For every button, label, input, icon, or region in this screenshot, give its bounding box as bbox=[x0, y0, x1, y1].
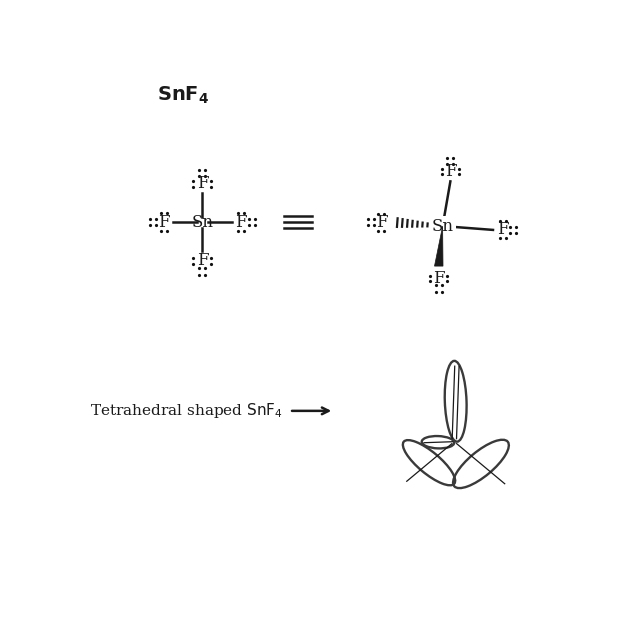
Text: F: F bbox=[158, 213, 169, 231]
Text: F: F bbox=[497, 221, 509, 238]
Text: Tetrahedral shaped $\mathrm{SnF_4}$: Tetrahedral shaped $\mathrm{SnF_4}$ bbox=[90, 401, 283, 420]
Text: F: F bbox=[445, 163, 456, 180]
Text: F: F bbox=[433, 270, 445, 287]
Text: F: F bbox=[196, 252, 208, 269]
Text: F: F bbox=[196, 175, 208, 192]
Polygon shape bbox=[435, 226, 443, 266]
Text: Sn: Sn bbox=[431, 217, 453, 235]
Text: Sn: Sn bbox=[191, 213, 213, 231]
Text: $\bf{SnF_4}$: $\bf{SnF_4}$ bbox=[157, 84, 209, 106]
Text: F: F bbox=[235, 213, 247, 231]
Text: F: F bbox=[376, 213, 387, 231]
